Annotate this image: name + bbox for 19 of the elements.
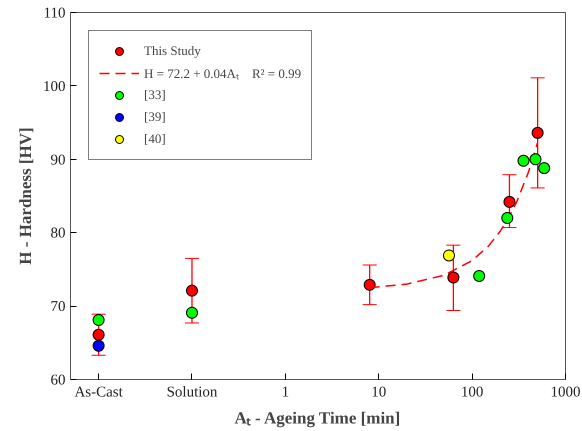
x-tick-label: 1000: [550, 384, 580, 400]
y-tick-label: 80: [50, 226, 66, 242]
y-tick-label: 100: [43, 78, 66, 95]
x-tick-label: 1: [282, 384, 290, 400]
y-tick-label: 60: [50, 372, 66, 388]
y-axis-title: H - Hardness [HV]: [16, 127, 35, 265]
x-tick-label: 10: [371, 384, 386, 400]
y-tick-label: 90: [50, 152, 66, 168]
x-tick-label: As-Cast: [74, 384, 124, 400]
x-axis-title: Aₜ - Ageing Time [min]: [234, 408, 400, 428]
legend-label: This Study: [144, 43, 201, 59]
y-tick-label: 110: [44, 6, 66, 22]
legend-label: H = 72.2 + 0.04Aₜ R² = 0.99: [144, 65, 302, 82]
legend-label: [40]: [144, 131, 166, 147]
legend-label: [39]: [144, 109, 166, 125]
x-tick-label: Solution: [166, 384, 218, 400]
legend-label: [33]: [144, 87, 166, 103]
y-tick-label: 70: [50, 299, 66, 316]
x-tick-label: 100: [460, 384, 484, 400]
